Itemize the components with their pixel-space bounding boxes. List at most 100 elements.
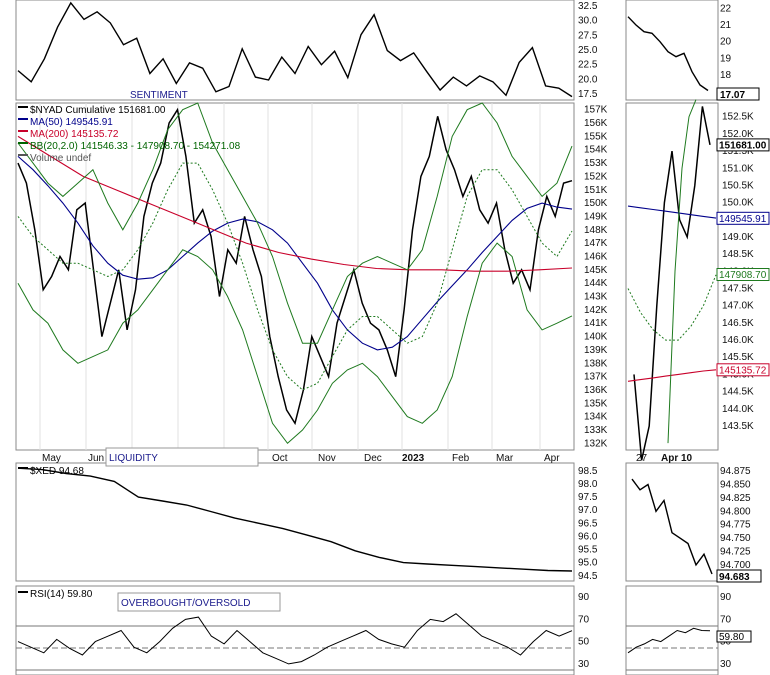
main-zoom-y-tick: 151.5K <box>722 146 754 157</box>
sentiment-annotation: SENTIMENT <box>130 90 188 101</box>
rsi-guides <box>16 625 718 671</box>
legend-swatch <box>18 118 28 120</box>
main-y-tick: 139K <box>584 345 608 356</box>
sentiment-zoom-y-tick: 19 <box>720 53 732 64</box>
zoom-x-axis-label: Apr 10 <box>661 453 693 464</box>
main-zoom-y-tick: 151.0K <box>722 163 754 174</box>
rsi-y-tick: 30 <box>578 659 590 670</box>
main-y-tick: 145K <box>584 265 608 276</box>
main-y-tick: 135K <box>584 398 608 409</box>
xed-panel <box>15 462 575 582</box>
liquidity-annotation: LIQUIDITY <box>109 453 158 464</box>
main-y-tick: 144K <box>584 278 608 289</box>
rsi-y-tick: 90 <box>578 592 590 603</box>
sentiment-y-tick: 25.0 <box>578 45 598 56</box>
main-y-tick: 134K <box>584 412 608 423</box>
main-y-tick: 141K <box>584 318 608 329</box>
rsi-last-value: 59.80 <box>719 632 744 643</box>
rsi-zoom-y-tick: 70 <box>720 614 732 625</box>
main-y-tick: 151K <box>584 185 608 196</box>
nyad-zoom-line <box>633 106 711 461</box>
sentiment-last-value: 17.07 <box>720 90 745 101</box>
legend-swatch <box>18 591 28 593</box>
xed-y-tick: 97.5 <box>578 492 598 503</box>
main-zoom-y-tick: 148.5K <box>722 249 754 260</box>
sentiment-y-tick: 22.5 <box>578 60 598 71</box>
rsi-zoom-y-tick: 30 <box>720 659 732 670</box>
xed-zoom-y-tick: 94.800 <box>720 506 751 517</box>
main-value-tag: 151681.00 <box>719 140 767 151</box>
sentiment-y-tick: 20.0 <box>578 74 598 85</box>
main-y-tick: 136K <box>584 385 608 396</box>
xed-y-tick: 95.0 <box>578 558 598 569</box>
legend-entry: Volume undef <box>30 153 91 164</box>
rsi-annotation: OVERBOUGHT/OVERSOLD <box>121 598 250 609</box>
legend-swatch <box>18 142 28 144</box>
main-y-tick: 157K <box>584 105 608 116</box>
bb-upper-zoom-line <box>667 99 697 444</box>
sentiment-y-tick: 27.5 <box>578 30 598 41</box>
main-y-tick: 149K <box>584 211 608 222</box>
ma200-zoom-line <box>627 369 717 382</box>
x-axis-label: Nov <box>318 453 336 464</box>
legend-entry: RSI(14) 59.80 <box>30 589 93 600</box>
zoom-x-axis-label: 27 <box>636 453 648 464</box>
month-gridlines <box>39 103 541 450</box>
main-y-tick: 137K <box>584 372 608 383</box>
sentiment-zoom-y-tick: 22 <box>720 3 732 14</box>
main-value-tag-box <box>716 268 770 281</box>
sentiment-y-tick: 32.5 <box>578 1 598 12</box>
x-axis-label: Feb <box>452 453 470 464</box>
main-zoom-y-tick: 144.0K <box>722 404 754 415</box>
main-zoom-y-tick: 152.0K <box>722 129 754 140</box>
xed-y-tick: 96.5 <box>578 518 598 529</box>
legend-entry: $XED 94.68 <box>30 466 84 477</box>
ma-200-line <box>17 135 573 272</box>
main-y-tick: 154K <box>584 145 608 156</box>
x-axis-label: Mar <box>496 453 514 464</box>
sentiment-panel <box>15 0 575 101</box>
main-zoom-y-tick: 146.5K <box>722 318 754 329</box>
ma-50-line <box>17 155 573 351</box>
xed-y-tick: 97.0 <box>578 505 598 516</box>
legend-entry: $NYAD Cumulative 151681.00 <box>30 105 166 116</box>
main-value-tag: 147908.70 <box>719 270 767 281</box>
main-y-tick: 156K <box>584 118 608 129</box>
xed-zoom-y-tick: 94.850 <box>720 480 751 491</box>
xed-y-tick: 95.5 <box>578 545 598 556</box>
main-zoom-y-tick: 146.0K <box>722 335 754 346</box>
main-value-tag: 145135.72 <box>719 365 767 376</box>
xed-zoom-line <box>631 478 713 575</box>
main-value-tag-box <box>716 363 770 377</box>
main-zoom-y-tick: 143.5K <box>722 421 754 432</box>
main-zoom-y-tick: 150.0K <box>722 198 754 209</box>
main-zoom-y-tick: 149.0K <box>722 232 754 243</box>
xed-zoom-y-tick: 94.750 <box>720 533 751 544</box>
legend-swatch <box>18 467 28 469</box>
main-zoom-y-tick: 144.5K <box>722 387 754 398</box>
xed-last-value-box <box>716 569 762 583</box>
xed-zoom-y-tick: 94.700 <box>720 560 751 571</box>
bb-upper-line <box>17 102 573 344</box>
xed-last-value: 94.683 <box>719 572 750 583</box>
main-y-tick: 153K <box>584 158 608 169</box>
-nyad-cumulative-line <box>17 107 573 426</box>
main-panel <box>15 102 575 451</box>
liquidity-box <box>105 447 259 467</box>
legend-swatch <box>18 106 28 108</box>
x-axis-label: Jun <box>88 453 104 464</box>
legend-entry: MA(50) 149545.91 <box>30 117 113 128</box>
rsi-y-tick: 50 <box>578 637 590 648</box>
value-tags: 17.07 151681.00 149545.91 147908.70 145135.7… <box>716 87 770 643</box>
main-y-tick: 140K <box>584 332 608 343</box>
legend-entry: BB(20,2.0) 141546.33 - 147908.70 - 15427… <box>30 141 241 152</box>
series-lines <box>17 1 717 665</box>
xed-y-tick: 96.0 <box>578 531 598 542</box>
xed-zoom-y-tick: 94.825 <box>720 493 751 504</box>
xed-zoom-panel <box>625 462 719 582</box>
sentiment-zoom-line <box>627 16 709 92</box>
main-y-tick: 132K <box>584 438 608 449</box>
rsi-line <box>17 613 573 665</box>
